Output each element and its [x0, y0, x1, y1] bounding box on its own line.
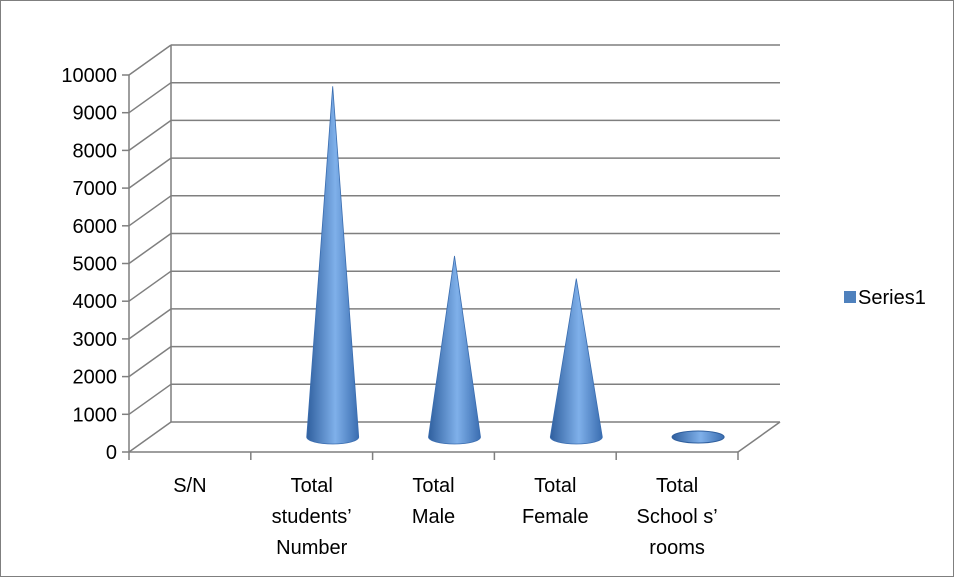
side-wall-line: [128, 195, 172, 227]
x-tick-label: S/N: [173, 475, 206, 497]
y-tick-label: 8000: [73, 140, 118, 162]
floor-edge: [737, 421, 781, 453]
y-tick-label: 0: [106, 442, 117, 464]
y-tick-label: 6000: [73, 216, 118, 238]
legend-swatch: [844, 291, 856, 303]
side-wall-line: [128, 345, 172, 378]
y-tick-label: 7000: [73, 178, 118, 200]
side-wall-line: [128, 232, 172, 265]
cone-mark: [428, 255, 481, 445]
cone-mark: [671, 430, 725, 444]
side-wall-line: [128, 157, 172, 189]
side-wall-line: [128, 119, 172, 152]
legend-label: Series1: [858, 287, 926, 309]
x-tick-label: Total Male: [412, 475, 455, 528]
x-tick-label: Total Female: [522, 475, 589, 528]
side-wall-line: [128, 44, 172, 76]
side-wall-line: [128, 82, 172, 114]
y-tick-label: 2000: [73, 367, 118, 389]
y-tick-label: 10000: [61, 65, 117, 87]
y-tick-label: 9000: [73, 103, 118, 125]
side-wall-line: [128, 308, 172, 340]
y-tick-label: 3000: [73, 329, 118, 351]
x-tick-label: Total School s’ rooms: [637, 475, 718, 559]
cone-mark: [306, 86, 360, 445]
side-wall-line: [128, 383, 172, 415]
side-wall-line: [128, 421, 172, 453]
y-tick-label: 1000: [73, 404, 118, 426]
x-tick-label: Total students’ Number: [272, 475, 352, 559]
y-tick-label: 5000: [73, 254, 118, 276]
y-tick-label: 4000: [73, 291, 118, 313]
side-wall-line: [128, 270, 172, 302]
cone-mark: [549, 278, 603, 445]
